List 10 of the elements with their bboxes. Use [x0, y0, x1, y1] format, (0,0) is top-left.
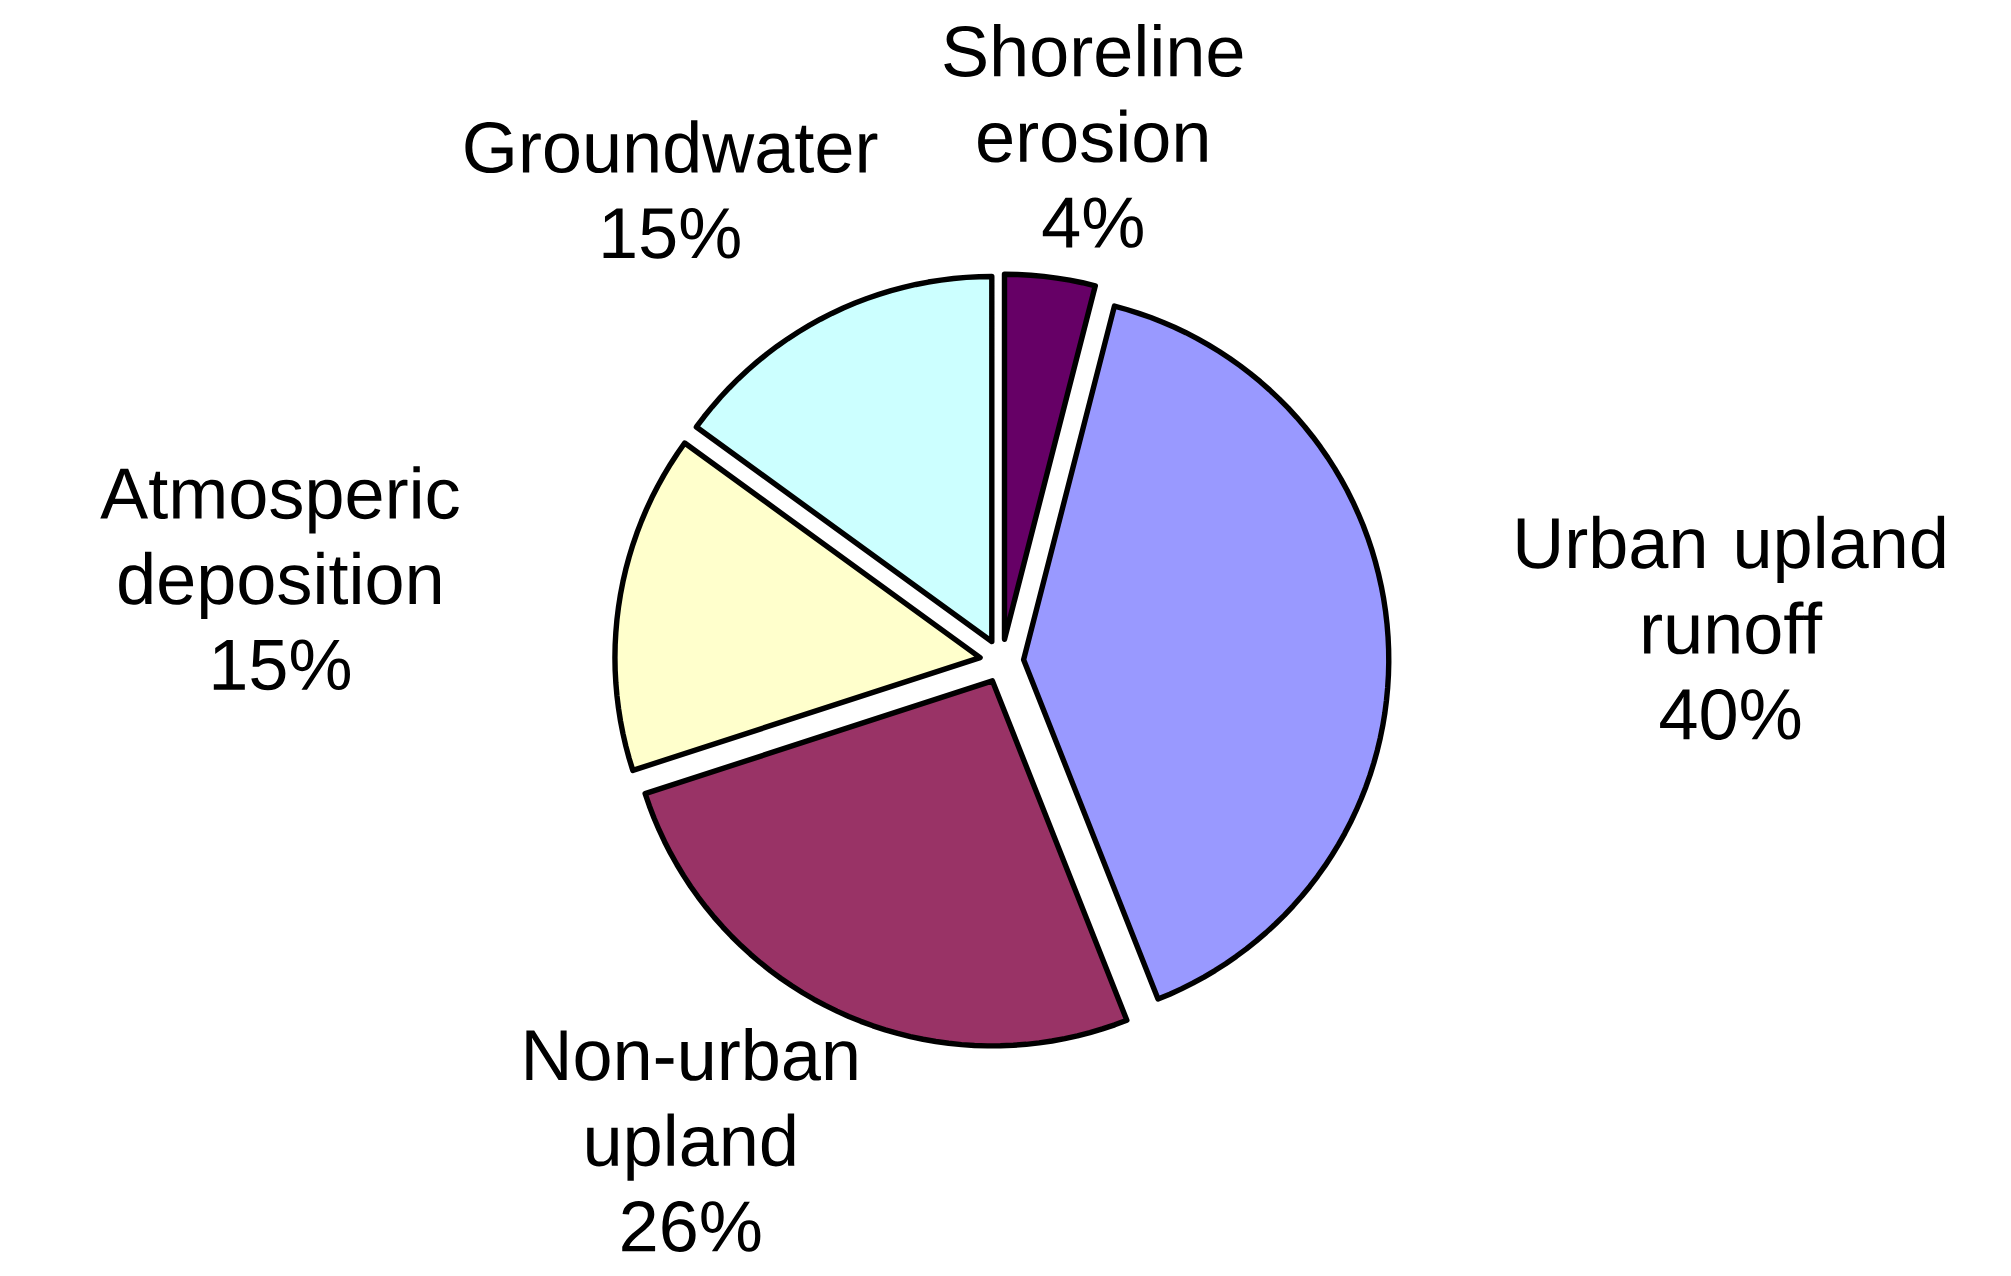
slice-label: Atmosperic deposition [100, 466, 459, 619]
slice-label: Non-urban upland [526, 1027, 857, 1181]
data-label: 15% [603, 207, 740, 259]
data-label: 15% [213, 639, 350, 691]
data-label: 40% [1660, 688, 1801, 740]
slice-label: Urban upland runoff [1517, 515, 1945, 655]
slice-label: Groundwater [465, 120, 878, 174]
data-label: 4% [1042, 197, 1143, 248]
slice-label: Shoreline erosion [944, 23, 1243, 163]
data-label: 26% [622, 1200, 761, 1252]
